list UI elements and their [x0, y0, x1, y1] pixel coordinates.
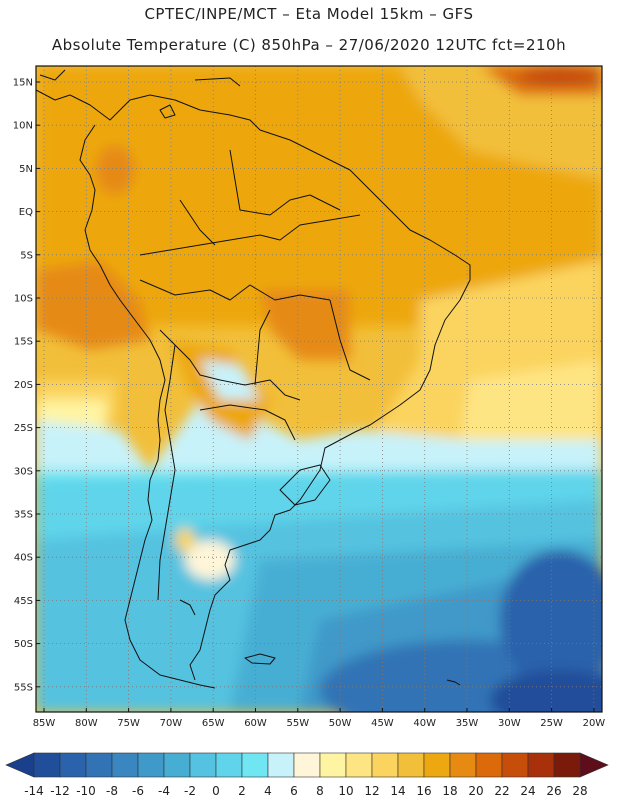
lat-label: 55S [14, 682, 33, 693]
colorbar-swatch [397, 752, 425, 778]
colorbar-arrow-high [579, 752, 609, 778]
lon-label: 75W [117, 718, 140, 729]
map-title-line2: Absolute Temperature (C) 850hPa – 27/06/… [51, 36, 567, 54]
lat-label: 20S [14, 380, 33, 391]
colorbar-swatch [59, 752, 87, 778]
colorbar-label: 4 [264, 784, 272, 798]
lat-label: 10S [14, 294, 33, 305]
colorbar-label: 12 [364, 784, 379, 798]
lon-label: 30W [498, 718, 521, 729]
colorbar-swatch [553, 752, 581, 778]
lon-label: 20W [583, 718, 606, 729]
colorbar-label: 0 [212, 784, 220, 798]
coastlines-and-borders [35, 69, 471, 689]
lat-label: 15S [14, 337, 33, 348]
colorbar-swatch [137, 752, 165, 778]
colorbar-swatch [501, 752, 529, 778]
colorbar-swatch [293, 752, 321, 778]
lat-label: 45S [14, 596, 33, 607]
colorbar-swatch [215, 752, 243, 778]
lon-label: 85W [33, 718, 56, 729]
colorbar-label: 18 [442, 784, 457, 798]
colorbar: -14 -12 -10 -8 -6 -4 -2 0 2 4 6 8 10 12 14 16 18 20 22 24 26… [5, 752, 609, 798]
lon-label: 55W [286, 718, 309, 729]
lat-label: 30S [14, 466, 33, 477]
lon-label: 65W [202, 718, 225, 729]
map-title-line1: CPTEC/INPE/MCT – Eta Model 15km – GFS [144, 5, 474, 23]
colorbar-swatch [319, 752, 347, 778]
colorbar-label: -14 [24, 784, 44, 798]
lat-label: 5N [19, 164, 33, 175]
lat-label: 25S [14, 423, 33, 434]
colorbar-label: 8 [316, 784, 324, 798]
colorbar-label: -12 [50, 784, 70, 798]
colorbar-label: -2 [184, 784, 196, 798]
latitude-labels: 15N 10N 5N EQ 5S 10S 15S 20S 25S 30S 35S 40S 45S 50S 5… [13, 78, 40, 693]
colorbar-swatch [85, 752, 113, 778]
lat-label: 50S [14, 639, 33, 650]
colorbar-label: -4 [158, 784, 170, 798]
colorbar-label: -6 [132, 784, 144, 798]
colorbar-swatch [423, 752, 451, 778]
lon-label: 50W [329, 718, 352, 729]
colorbar-swatch [345, 752, 373, 778]
colorbar-label: 6 [290, 784, 298, 798]
colorbar-swatch [241, 752, 269, 778]
colorbar-label: 10 [338, 784, 353, 798]
temperature-field [36, 66, 602, 712]
lon-label: 80W [75, 718, 98, 729]
colorbar-label: 14 [390, 784, 405, 798]
colorbar-label: 24 [520, 784, 535, 798]
lon-label: 60W [244, 718, 267, 729]
lat-label: 35S [14, 510, 33, 521]
lon-label: 25W [540, 718, 563, 729]
lat-label: 5S [20, 250, 33, 261]
colorbar-label: 26 [546, 784, 561, 798]
colorbar-arrow-low [5, 752, 35, 778]
colorbar-label: 2 [238, 784, 246, 798]
lat-label: 10N [13, 121, 33, 132]
lon-label: 40W [413, 718, 436, 729]
colorbar-swatch [475, 752, 503, 778]
colorbar-label: 28 [572, 784, 587, 798]
lat-label: 40S [14, 553, 33, 564]
colorbar-swatch [371, 752, 399, 778]
map-frame [35, 65, 603, 713]
colorbar-swatch [163, 752, 191, 778]
colorbar-swatch [449, 752, 477, 778]
colorbar-label: -10 [76, 784, 96, 798]
colorbar-swatch [527, 752, 555, 778]
colorbar-swatch [189, 752, 217, 778]
lon-label: 35W [456, 718, 479, 729]
lon-label: 70W [160, 718, 183, 729]
colorbar-swatch [33, 752, 61, 778]
lat-label: EQ [19, 207, 33, 218]
colorbar-swatch [267, 752, 295, 778]
colorbar-label: 22 [494, 784, 509, 798]
colorbar-label: 20 [468, 784, 483, 798]
lon-label: 45W [371, 718, 394, 729]
longitude-labels: 85W 80W 75W 70W 65W 60W 55W 50W 45W 40W 35W 30W 25W 2… [33, 708, 606, 729]
colorbar-label: 16 [416, 784, 431, 798]
colorbar-swatch [111, 752, 139, 778]
colorbar-label: -8 [106, 784, 118, 798]
lat-label: 15N [13, 78, 33, 89]
